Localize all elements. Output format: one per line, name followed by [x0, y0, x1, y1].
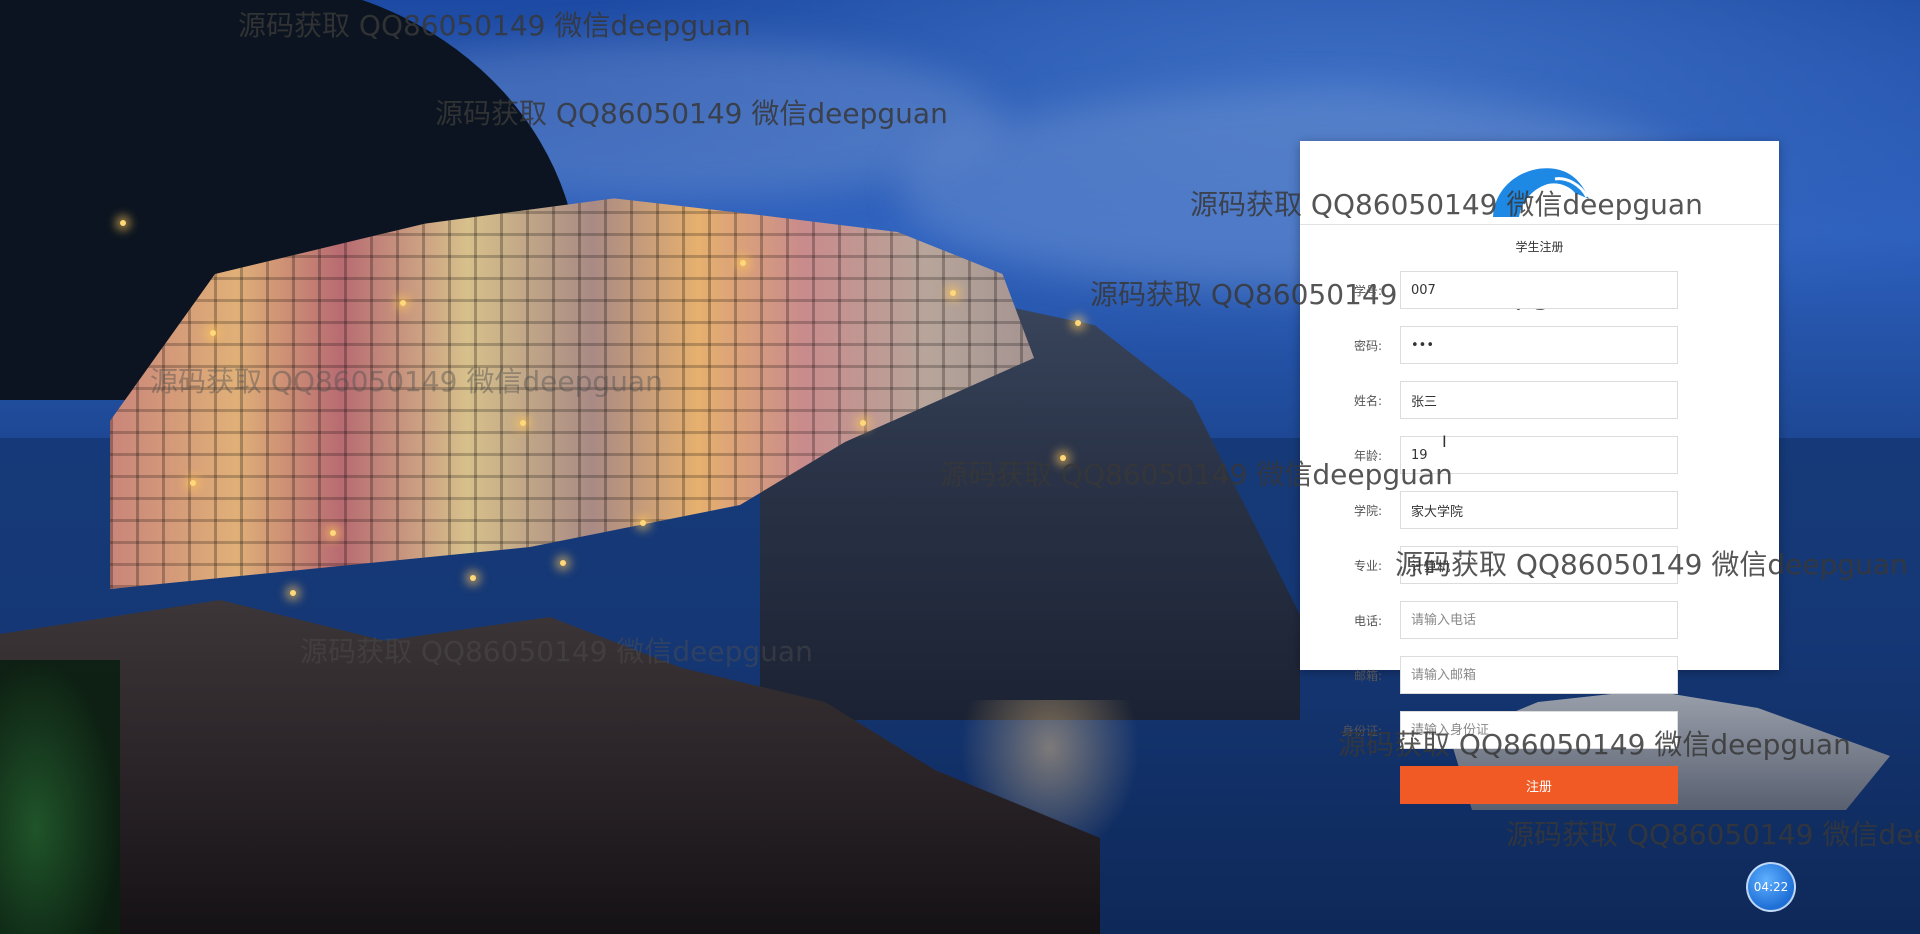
field-label: 学号:: [1353, 284, 1382, 298]
wave-logo-icon: [1493, 168, 1589, 217]
watermark: 源码获取 QQ86050149 微信deepguan: [1190, 188, 1703, 221]
watermark: 源码获取 QQ86050149 微信deepguan: [940, 458, 1453, 491]
field-label: 邮箱:: [1353, 669, 1382, 683]
plant: [0, 660, 120, 934]
field-label: 学院:: [1353, 504, 1382, 518]
form-field-input[interactable]: [1400, 436, 1678, 474]
text-cursor-icon: I: [1442, 432, 1447, 451]
form-field-input[interactable]: [1400, 271, 1678, 309]
register-button[interactable]: 注册: [1400, 766, 1678, 804]
form-field-input[interactable]: [1400, 711, 1678, 749]
watermark: 源码获取 QQ86050149 微信deepguan: [1395, 548, 1908, 581]
field-label: 密码:: [1353, 339, 1382, 353]
watermark: 源码获取 QQ86050149 微信deepguan: [300, 635, 813, 668]
field-label: 身份证:: [1341, 724, 1382, 738]
watermark: 源码获取 QQ86050149 微信deepguan: [238, 9, 751, 42]
field-label: 电话:: [1353, 614, 1382, 628]
field-label: 专业:: [1353, 559, 1382, 573]
field-label: 年龄:: [1353, 449, 1382, 463]
form-title: 学生注册: [1515, 240, 1564, 254]
form-field-input[interactable]: [1400, 491, 1678, 529]
clock-badge[interactable]: 04:22: [1746, 862, 1796, 912]
watermark: 源码获取 QQ86050149 微信deepguan: [435, 97, 948, 130]
field-label: 姓名:: [1353, 394, 1382, 408]
form-field-input[interactable]: [1400, 601, 1678, 639]
form-field-input[interactable]: [1400, 326, 1678, 364]
form-field-input[interactable]: [1400, 546, 1678, 584]
panel-header: [1300, 141, 1779, 225]
form-field-input[interactable]: [1400, 381, 1678, 419]
watermark: 源码获取 QQ86050149 微信deepguan: [1506, 818, 1920, 851]
watermark: 源码获取 QQ86050149 微信deepguan: [150, 365, 663, 398]
watermark: 源码获取 QQ86050149 微信deepguan: [1338, 728, 1851, 761]
form-field-input[interactable]: [1400, 656, 1678, 694]
